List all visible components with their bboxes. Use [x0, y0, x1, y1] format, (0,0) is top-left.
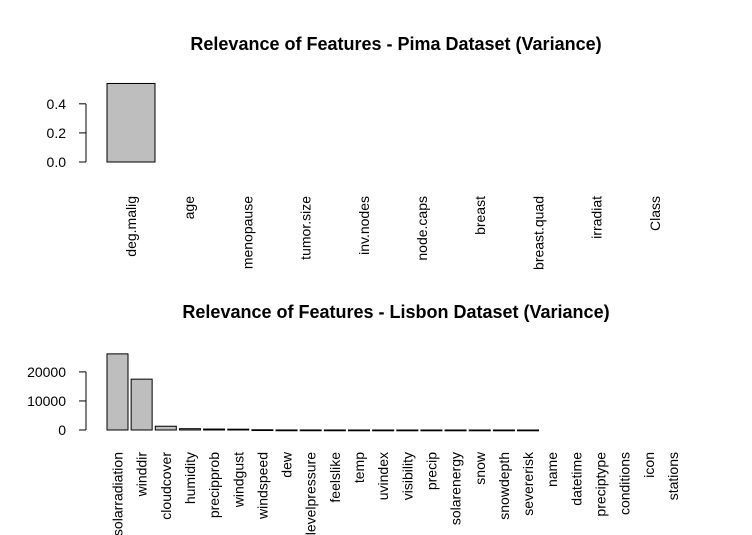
- lisbon-bar: [492, 429, 515, 432]
- lisbon-chart-title: Relevance of Features - Lisbon Dataset (…: [182, 302, 609, 322]
- lisbon-category-label: sealevelpressure: [303, 452, 319, 535]
- pima-category-label: inv.nodes: [356, 196, 372, 255]
- lisbon-y-tick-label: 0: [58, 422, 66, 438]
- lisbon-bar: [251, 429, 274, 432]
- lisbon-bar: [154, 425, 177, 431]
- lisbon-category-label: windspeed: [254, 452, 270, 520]
- lisbon-bar: [106, 353, 129, 431]
- lisbon-bar: [444, 429, 467, 432]
- lisbon-category-label: temp: [351, 452, 367, 483]
- lisbon-bar: [203, 428, 226, 431]
- lisbon-category-label: humidity: [182, 452, 198, 504]
- lisbon-category-label: uvindex: [375, 452, 391, 500]
- lisbon-bar: [517, 429, 540, 432]
- lisbon-bars: [106, 353, 540, 432]
- pima-category-label: Class: [647, 196, 663, 231]
- lisbon-bar: [468, 429, 491, 432]
- pima-y-tick-label: 0.4: [47, 96, 67, 112]
- lisbon-bar: [372, 429, 395, 432]
- lisbon-category-label: cloudcover: [158, 452, 174, 520]
- pima-category-label: breast.quad: [530, 196, 546, 270]
- lisbon-y-tick-label: 20000: [27, 364, 66, 380]
- lisbon-category-labels: solarradiation winddir cloudcover humidity p…: [110, 451, 681, 535]
- lisbon-bar: [348, 429, 370, 432]
- pima-category-label: tumor.size: [298, 196, 314, 260]
- lisbon-bar: [275, 429, 298, 432]
- lisbon-category-label: winddir: [134, 452, 150, 498]
- pima-category-label: deg.malig: [123, 196, 139, 257]
- lisbon-category-label: visibility: [399, 452, 415, 500]
- lisbon-y-axis: 0 10000 20000: [27, 364, 87, 438]
- lisbon-category-label: solarradiation: [110, 452, 126, 535]
- pima-category-label: irradiat: [589, 196, 605, 239]
- lisbon-category-label: severerisk: [520, 451, 536, 516]
- lisbon-category-label: conditions: [617, 452, 633, 515]
- lisbon-category-label: dew: [279, 451, 295, 478]
- lisbon-chart: Relevance of Features - Lisbon Dataset (…: [27, 302, 681, 535]
- lisbon-category-label: solarenergy: [448, 452, 464, 525]
- lisbon-category-label: name: [544, 452, 560, 487]
- pima-y-tick-label: 0.2: [47, 125, 67, 141]
- lisbon-category-label: stations: [665, 452, 681, 500]
- pima-category-label: node.caps: [414, 196, 430, 261]
- pima-y-axis: 0.0 0.2 0.4: [47, 96, 87, 170]
- pima-category-label: breast: [472, 196, 488, 235]
- pima-bars: [106, 82, 156, 163]
- lisbon-y-tick-label: 10000: [27, 393, 66, 409]
- pima-category-label: age: [181, 196, 197, 220]
- lisbon-bar: [396, 429, 419, 432]
- pima-category-label: menopause: [239, 196, 255, 269]
- pima-chart-title: Relevance of Features - Pima Dataset (Va…: [190, 34, 601, 54]
- lisbon-category-label: snow: [472, 451, 488, 485]
- lisbon-bar: [299, 429, 322, 432]
- lisbon-category-label: datetime: [568, 452, 584, 506]
- lisbon-category-label: feelslike: [327, 452, 343, 503]
- lisbon-bar: [323, 429, 346, 432]
- lisbon-category-label: icon: [641, 452, 657, 478]
- lisbon-bar: [178, 428, 201, 431]
- lisbon-bar: [420, 429, 443, 432]
- lisbon-category-label: snowdepth: [496, 452, 512, 520]
- lisbon-bar: [227, 428, 250, 431]
- lisbon-bar: [130, 378, 153, 431]
- lisbon-category-label: precip: [423, 452, 439, 490]
- pima-chart: Relevance of Features - Pima Dataset (Va…: [47, 34, 663, 270]
- pima-category-labels: deg.malig age menopause tumor.size inv.nodes…: [123, 196, 663, 270]
- lisbon-category-label: preciptype: [593, 452, 609, 517]
- pima-bar: [106, 82, 156, 163]
- pima-y-tick-label: 0.0: [47, 154, 67, 170]
- lisbon-category-label: windgust: [230, 452, 246, 508]
- lisbon-category-label: precipprob: [206, 452, 222, 518]
